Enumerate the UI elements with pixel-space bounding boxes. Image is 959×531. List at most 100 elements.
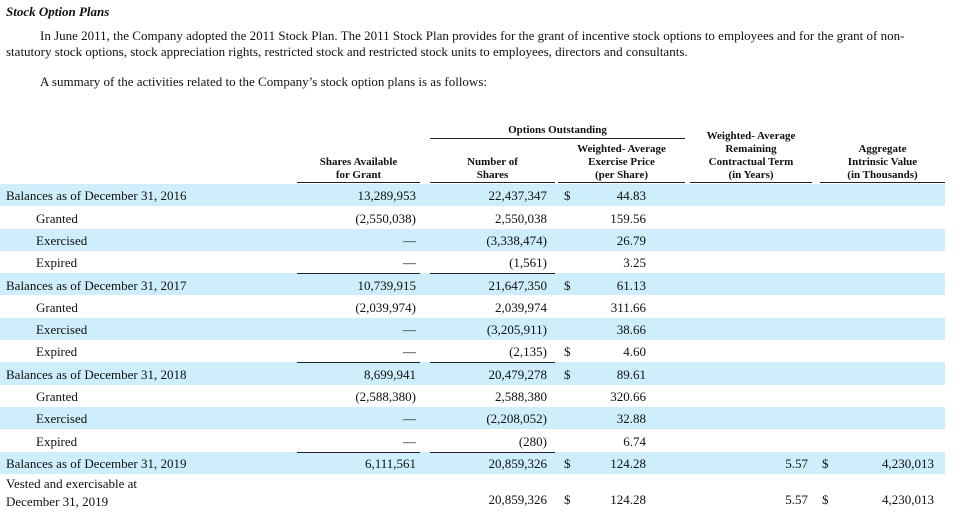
cell-price: 38.66 <box>616 322 646 338</box>
cell-value: 4,230,013 <box>882 491 934 507</box>
row-label: Exercised <box>36 322 88 338</box>
row-label: Vested and exercisable at December 31, 2… <box>6 475 138 509</box>
column-header: Number of <box>467 156 518 168</box>
row-label: Expired <box>36 255 78 271</box>
cell-price: 44.83 <box>616 188 646 204</box>
column-header: Weighted- Average <box>706 130 796 142</box>
cell-shares: 2,039,974 <box>495 299 547 315</box>
paragraph: In June 2011, the Company adopted the 20… <box>6 28 905 59</box>
row-label: Balances as of December 31, 2018 <box>6 366 187 382</box>
column-header: Weighted- Average <box>577 143 666 155</box>
cell-price: 124.28 <box>610 455 646 471</box>
cell-value-symbol: $ <box>822 455 829 471</box>
cell-price: 89.61 <box>616 366 646 382</box>
column-header: Exercise Price <box>588 156 655 168</box>
row-stripe <box>0 451 945 474</box>
cell-available: (2,039,974) <box>355 299 416 315</box>
cell-shares: (2,135) <box>509 344 547 360</box>
row-stripe <box>0 184 945 207</box>
column-header: (per Share) <box>594 169 649 181</box>
cell-shares: 22,437,347 <box>488 188 548 204</box>
column-header: Aggregate <box>858 143 907 155</box>
row-stripe <box>0 228 945 251</box>
column-header: (in Years) <box>728 169 774 181</box>
cell-available: 8,699,941 <box>364 366 416 382</box>
cell-available: — <box>403 411 416 427</box>
cell-price: 124.28 <box>610 491 646 507</box>
cell-shares: 2,588,380 <box>495 389 547 404</box>
cell-value: 4,230,013 <box>882 455 934 471</box>
row-label: Balances as of December 31, 2017 <box>6 277 187 293</box>
cell-shares: (2,208,052) <box>486 411 547 427</box>
rule <box>297 182 420 183</box>
cell-available: (2,550,038) <box>355 210 416 226</box>
rule <box>558 182 685 183</box>
row-label: Granted <box>36 299 78 315</box>
cell-price-symbol: $ <box>564 277 571 293</box>
row-label: Balances as of December 31, 2016 <box>6 188 187 204</box>
cell-term: 5.57 <box>785 455 808 471</box>
rule <box>430 182 555 183</box>
rule <box>690 182 812 183</box>
cell-price: 311.66 <box>610 299 646 315</box>
column-header: Intrinsic Value <box>847 156 918 168</box>
row-label: Expired <box>36 433 78 449</box>
column-header: Remaining <box>725 143 777 155</box>
row-stripe <box>0 317 945 341</box>
cell-available: — <box>403 322 416 338</box>
cell-available: 6,111,561 <box>364 455 416 471</box>
cell-price: 61.13 <box>616 277 646 293</box>
cell-available: — <box>403 255 416 271</box>
cell-available: (2,588,380) <box>355 389 416 404</box>
group-header: Options Outstanding <box>508 124 607 136</box>
row-stripe <box>0 407 945 430</box>
cell-price-symbol: $ <box>564 344 571 360</box>
column-header: for Grant <box>335 169 382 181</box>
rule <box>297 362 420 364</box>
cell-price: 320.66 <box>610 389 646 404</box>
column-header: Contractual Term <box>708 156 794 168</box>
rule <box>297 273 420 275</box>
rule <box>297 451 420 453</box>
cell-price: 32.88 <box>616 411 646 427</box>
row-label: Balances as of December 31, 2019 <box>6 455 187 471</box>
cell-shares: (1,561) <box>509 255 547 271</box>
row-stripe <box>0 273 945 296</box>
cell-price: 4.60 <box>623 344 646 360</box>
cell-shares: 21,647,350 <box>488 277 548 293</box>
row-label: Exercised <box>36 411 88 427</box>
cell-available: — <box>403 232 416 248</box>
cell-price-symbol: $ <box>564 188 571 204</box>
column-header: Shares <box>476 169 509 181</box>
row-label: Expired <box>36 344 78 360</box>
cell-shares: (280) <box>518 433 547 449</box>
rule <box>430 451 555 453</box>
row-label: Granted <box>36 210 78 226</box>
column-header: (in Thousands) <box>847 169 918 181</box>
cell-price-symbol: $ <box>564 491 571 507</box>
cell-shares: (3,338,474) <box>486 232 547 248</box>
rule <box>430 138 685 139</box>
cell-price-symbol: $ <box>564 366 571 382</box>
cell-shares: 2,550,038 <box>495 210 547 226</box>
row-label: Granted <box>36 389 78 404</box>
cell-available: — <box>403 433 416 449</box>
cell-price: 159.56 <box>610 210 646 226</box>
cell-shares: (3,205,911) <box>486 322 547 338</box>
cell-term: 5.57 <box>785 491 808 507</box>
row-label: Exercised <box>36 232 88 248</box>
rule <box>820 182 945 183</box>
cell-price: 6.74 <box>623 433 646 449</box>
cell-shares: 20,859,326 <box>488 455 548 471</box>
row-stripe <box>0 362 945 385</box>
cell-shares: 20,479,278 <box>488 366 548 382</box>
column-header: Shares Available <box>319 156 398 168</box>
cell-available: 13,289,953 <box>357 188 417 204</box>
cell-available: — <box>403 344 416 360</box>
cell-price: 26.79 <box>616 232 646 248</box>
cell-price: 3.25 <box>623 255 646 271</box>
paragraph: A summary of the activities related to t… <box>40 74 487 89</box>
cell-shares: 20,859,326 <box>488 491 548 507</box>
cell-price-symbol: $ <box>564 455 571 471</box>
